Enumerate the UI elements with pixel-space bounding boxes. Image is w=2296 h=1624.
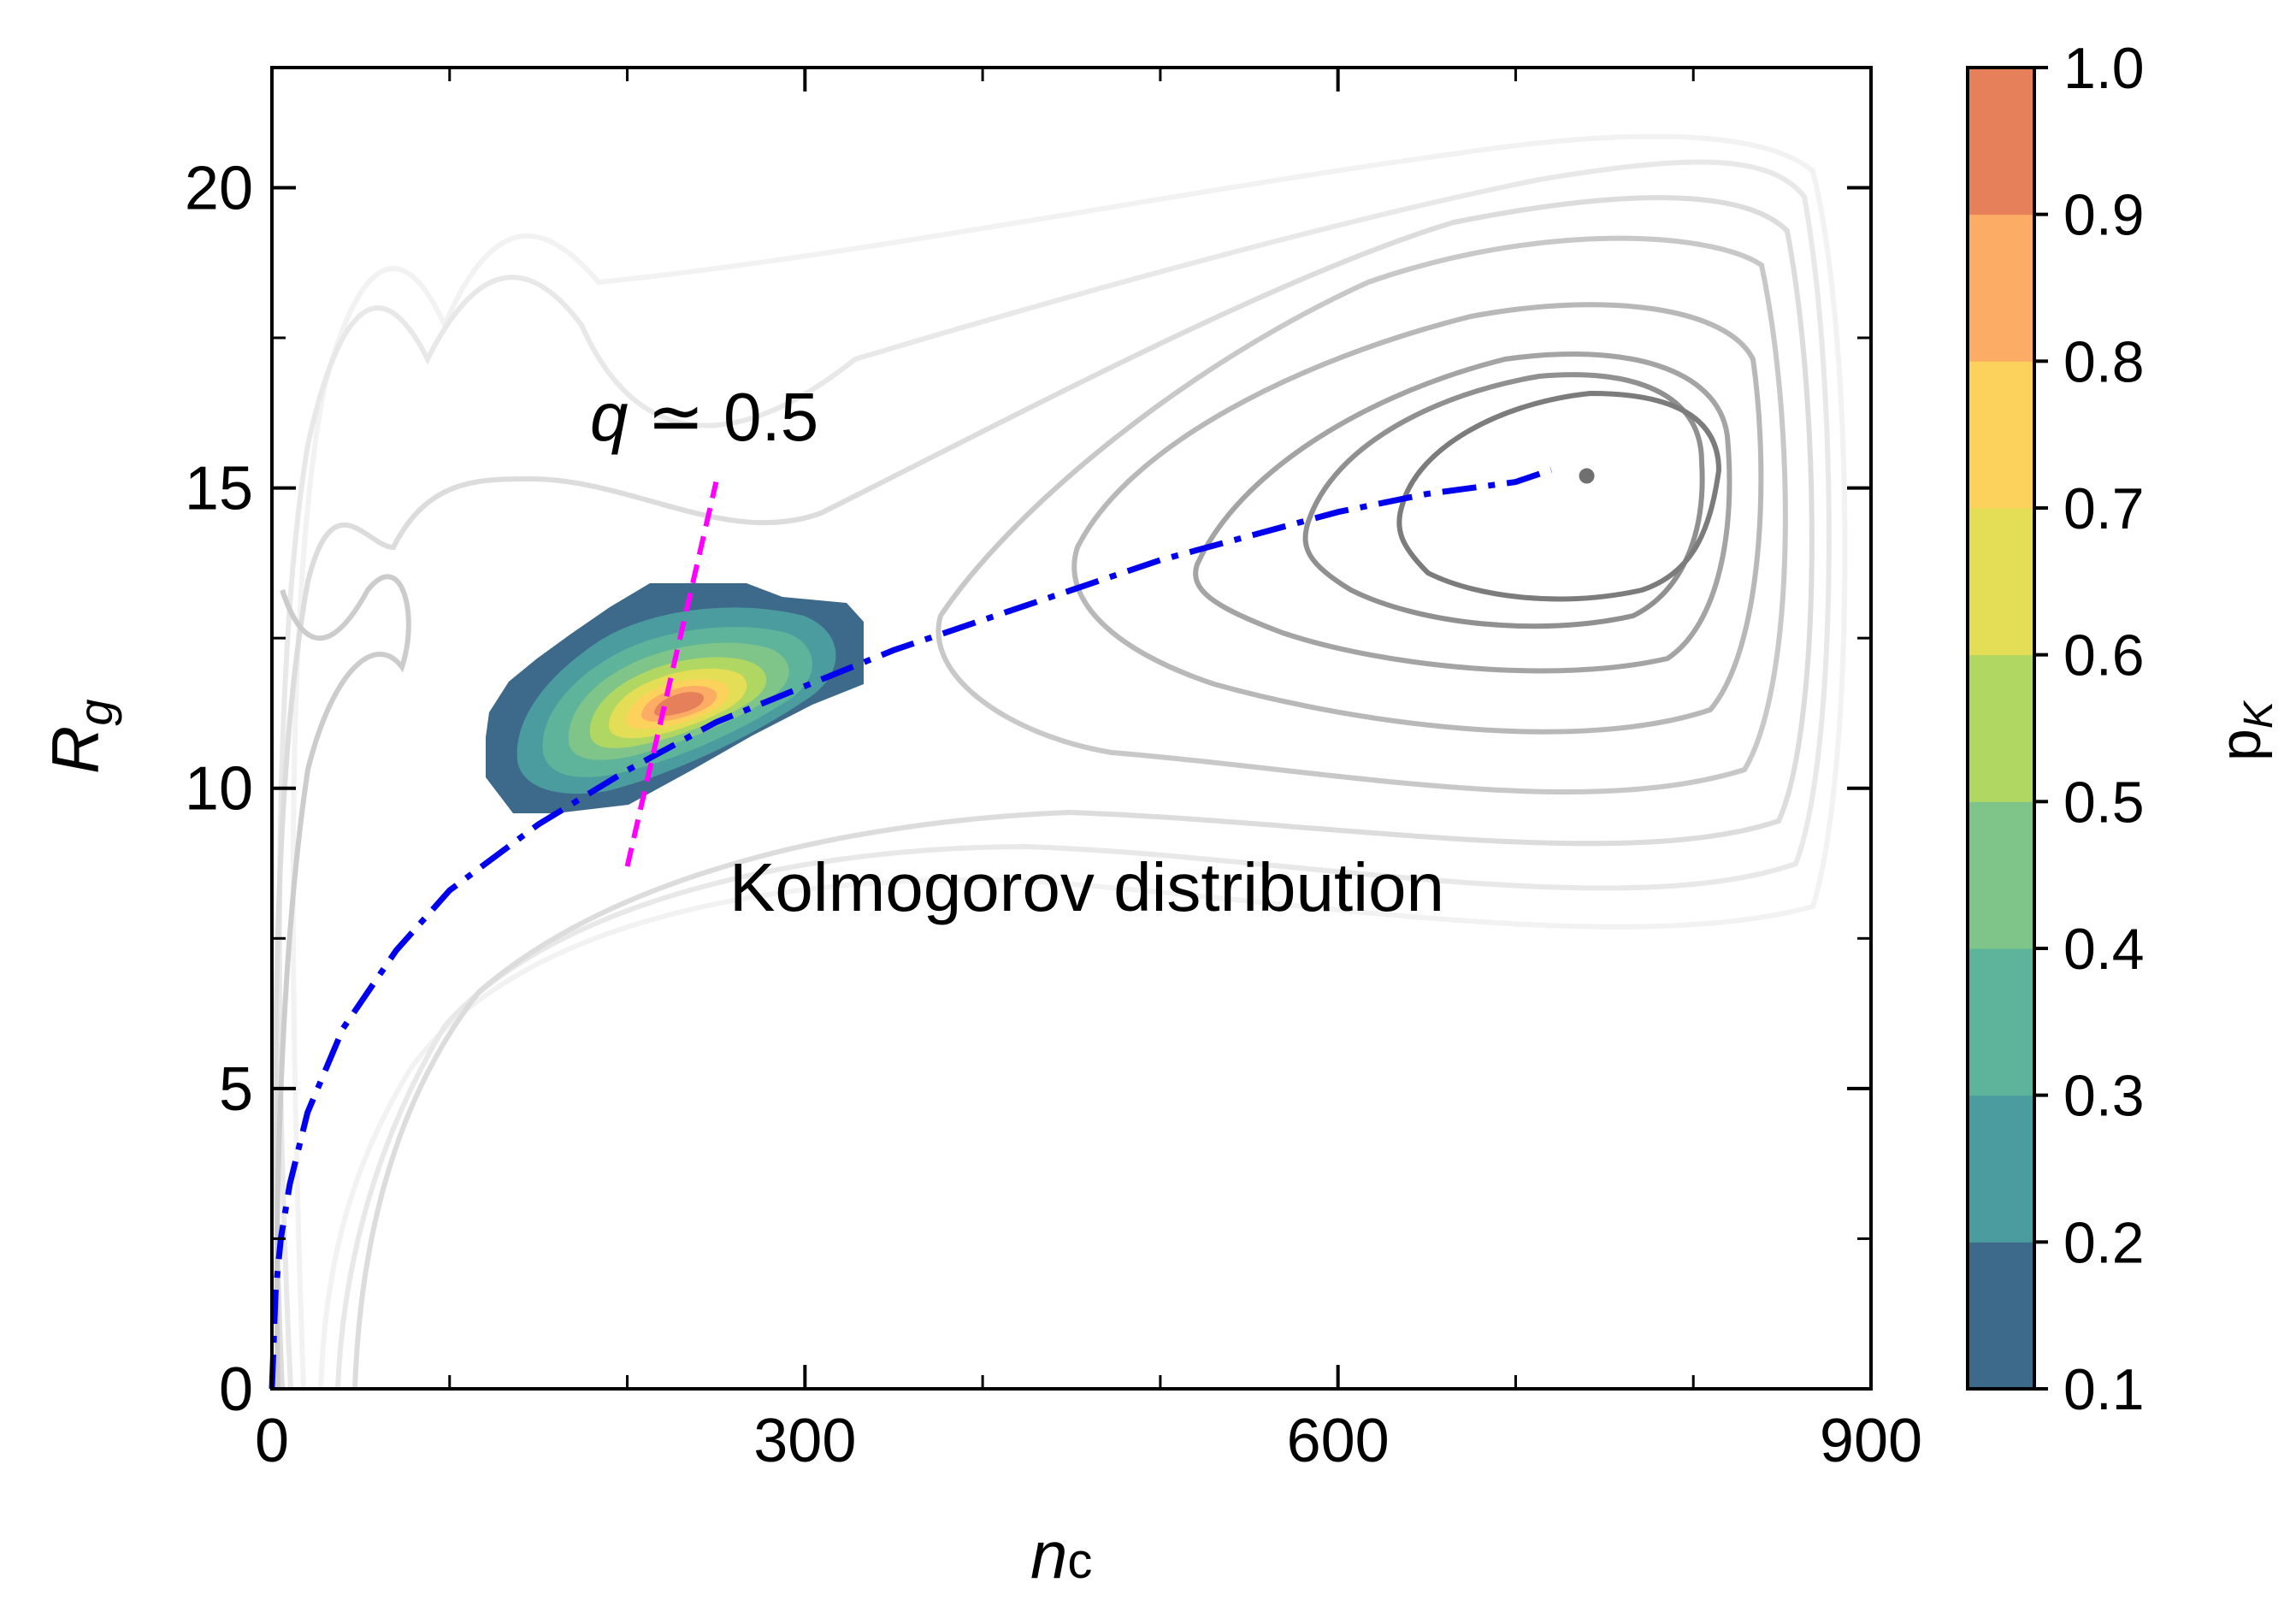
density-contour-level-2 <box>276 159 1832 1389</box>
colorbar-band <box>1968 214 2034 362</box>
q-annotation-value: ≃ 0.5 <box>629 379 819 455</box>
kolmogorov-density <box>486 583 864 813</box>
y-axis-label: Rg <box>38 700 122 775</box>
x-axis-label-sub: c <box>1067 1533 1092 1589</box>
colorbar: 0.1 0.2 0.3 0.4 0.5 0.6 0.7 0.8 0.9 1.0 <box>1966 36 2145 1422</box>
colorbar-tick-label: 0.6 <box>2063 623 2145 688</box>
y-tick-label: 0 <box>219 1355 253 1424</box>
colorbar-band <box>1968 948 2034 1096</box>
density-contour-level-1 <box>290 133 1848 1389</box>
density-contour-level-4 <box>274 574 411 1389</box>
x-tick-label: 300 <box>753 1407 856 1475</box>
y-axis-label-main: R <box>38 726 113 774</box>
x-axis-label-main: n <box>1030 1517 1067 1592</box>
colorbar-tick-label: 0.5 <box>2063 770 2145 835</box>
colorbar-band <box>1968 361 2034 509</box>
colorbar-tick-label: 0.4 <box>2063 917 2145 982</box>
density-peak-dot <box>1579 468 1595 484</box>
x-tick-label: 900 <box>1820 1407 1922 1475</box>
colorbar-band <box>1968 1095 2034 1243</box>
x-axis-label: nc <box>1030 1517 1092 1592</box>
colorbar-frame <box>1966 66 2036 1391</box>
colorbar-tick-label: 1.0 <box>2063 36 2145 101</box>
x-tick-label: 600 <box>1287 1407 1390 1475</box>
y-tick-label: 10 <box>185 755 253 824</box>
colorbar-band <box>1968 654 2034 802</box>
density-contour-level-7 <box>1193 351 1732 674</box>
colorbar-label-main: p <box>2208 729 2273 761</box>
kolmogorov-band-9 <box>654 692 705 717</box>
colorbar-tick-label: 0.8 <box>2063 329 2145 394</box>
colorbar-label: pK <box>2208 700 2281 761</box>
colorbar-tick-label: 0.7 <box>2063 476 2145 541</box>
density-contour-level-9 <box>1396 390 1722 602</box>
colorbar-band <box>1968 508 2034 656</box>
q-annotation: q ≃ 0.5 <box>590 379 818 455</box>
density-contour-level-5 <box>936 235 1788 794</box>
colorbar-tick-label: 0.1 <box>2063 1357 2145 1422</box>
colorbar-band <box>1968 68 2034 216</box>
y-tick-label: 20 <box>185 154 253 222</box>
density-contour-level-6 <box>1071 302 1764 735</box>
colorbar-tick-label: 0.9 <box>2063 183 2145 248</box>
q-annotation-var: q <box>590 379 629 455</box>
density-contour-level-3 <box>273 195 1815 1389</box>
colorbar-band <box>1968 1242 2034 1390</box>
colorbar-label-sub: K <box>2236 700 2281 729</box>
y-axis-label-sub: g <box>68 700 122 726</box>
axis-tick-labels: 0 300 600 900 0 5 10 15 20 <box>185 154 1922 1475</box>
colorbar-tick-label: 0.3 <box>2063 1064 2145 1129</box>
colorbar-band <box>1968 801 2034 949</box>
fit-curve <box>269 467 1553 1390</box>
density-contour-level-8 <box>1302 372 1705 629</box>
y-tick-label: 15 <box>185 455 253 523</box>
y-tick-label: 5 <box>219 1055 253 1124</box>
x-tick-label: 0 <box>255 1407 289 1475</box>
colorbar-tick-label: 0.2 <box>2063 1210 2145 1275</box>
density-contours <box>273 133 1848 1389</box>
axis-ticks <box>270 68 1873 1391</box>
plot-frame <box>270 66 1873 1391</box>
q-dashed-line <box>624 481 719 867</box>
kolmogorov-annotation: Kolmogorov distribution <box>729 849 1444 925</box>
